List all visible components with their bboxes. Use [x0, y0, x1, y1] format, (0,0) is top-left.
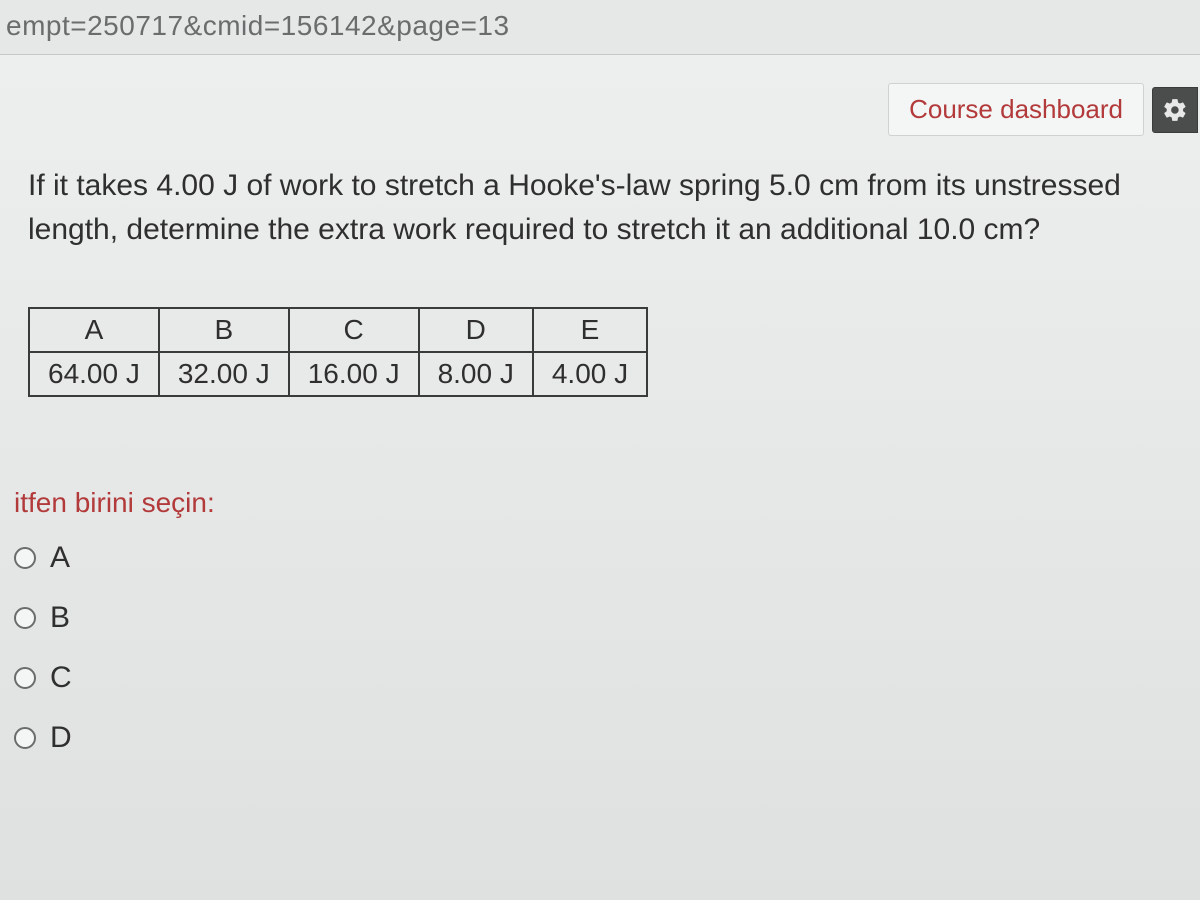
radio-icon — [14, 727, 36, 749]
select-one-prompt: itfen birini seçin: — [14, 487, 1172, 519]
settings-button[interactable] — [1152, 87, 1198, 133]
table-header-a: A — [29, 308, 159, 352]
option-label: D — [50, 721, 72, 755]
question-block: If it takes 4.00 J of work to stretch a … — [0, 164, 1200, 781]
radio-icon — [14, 667, 36, 689]
course-dashboard-button[interactable]: Course dashboard — [888, 83, 1144, 136]
table-header-d: D — [419, 308, 533, 352]
quiz-page: empt=250717&cmid=156142&page=13 Course d… — [0, 0, 1200, 900]
table-header-e: E — [533, 308, 647, 352]
question-text: If it takes 4.00 J of work to stretch a … — [28, 164, 1172, 251]
option-label: C — [50, 661, 72, 695]
option-c[interactable]: C — [14, 661, 1172, 695]
top-actions-bar: Course dashboard — [0, 55, 1200, 164]
option-a[interactable]: A — [14, 541, 1172, 575]
table-header-b: B — [159, 308, 289, 352]
table-cell-d: 8.00 J — [419, 352, 533, 396]
radio-options-list: A B C D — [14, 541, 1172, 781]
radio-icon — [14, 547, 36, 569]
url-fragment: empt=250717&cmid=156142&page=13 — [0, 0, 1200, 55]
table-cell-e: 4.00 J — [533, 352, 647, 396]
option-d[interactable]: D — [14, 721, 1172, 755]
option-label: A — [50, 541, 70, 575]
radio-icon — [14, 607, 36, 629]
table-header-c: C — [289, 308, 419, 352]
table-cell-a: 64.00 J — [29, 352, 159, 396]
gear-icon — [1162, 97, 1188, 123]
answer-values-table: A B C D E 64.00 J 32.00 J 16.00 J 8.00 J… — [28, 307, 648, 397]
option-label: B — [50, 601, 70, 635]
table-cell-b: 32.00 J — [159, 352, 289, 396]
option-b[interactable]: B — [14, 601, 1172, 635]
table-cell-c: 16.00 J — [289, 352, 419, 396]
